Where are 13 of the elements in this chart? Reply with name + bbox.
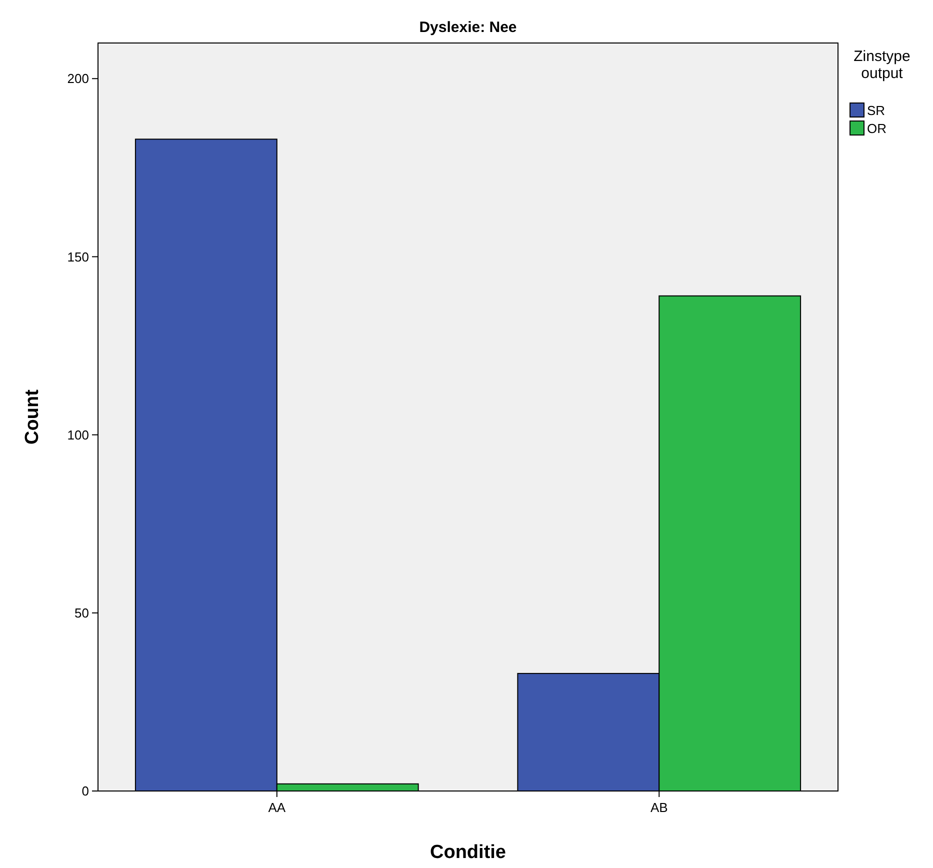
legend-title: Zinstype output bbox=[854, 48, 910, 82]
x-axis-title: Conditie bbox=[430, 842, 506, 863]
y-tick-label: 150 bbox=[67, 249, 89, 264]
y-axis-title: Count bbox=[22, 388, 43, 444]
legend-label: SR bbox=[867, 103, 886, 118]
chart-title: Dyslexie: Nee bbox=[419, 19, 517, 36]
y-tick-label: 100 bbox=[67, 427, 89, 442]
x-tick-label: AB bbox=[650, 800, 668, 815]
legend-label: OR bbox=[867, 121, 886, 136]
y-tick-label: 200 bbox=[67, 71, 89, 86]
y-tick-label: 50 bbox=[74, 605, 89, 620]
x-tick-label: AA bbox=[268, 800, 286, 815]
y-tick-label: 0 bbox=[82, 784, 89, 799]
